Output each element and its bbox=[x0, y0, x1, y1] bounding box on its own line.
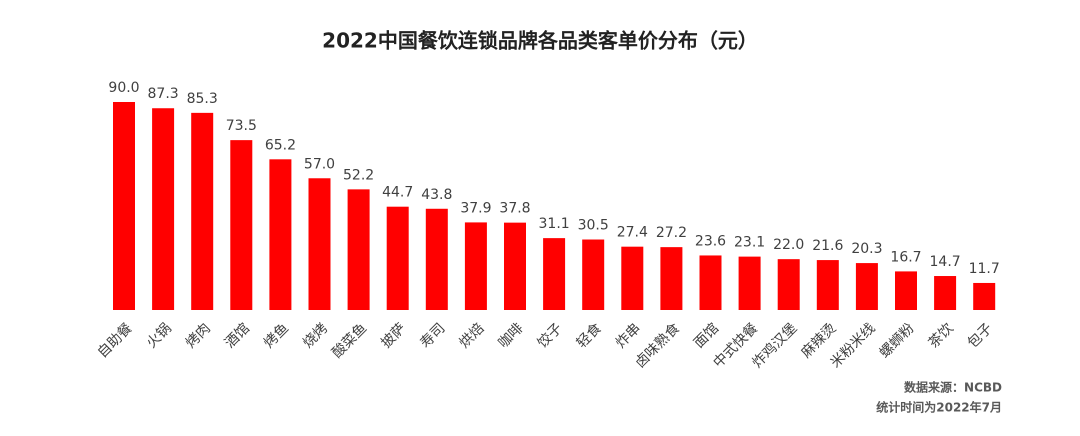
bar bbox=[308, 178, 331, 310]
value-label: 22.0 bbox=[773, 237, 804, 253]
value-label: 73.5 bbox=[226, 118, 257, 134]
bar bbox=[152, 108, 175, 311]
bar bbox=[699, 255, 722, 310]
value-label: 65.2 bbox=[265, 137, 296, 153]
value-label: 30.5 bbox=[578, 218, 609, 234]
bar bbox=[855, 263, 878, 310]
value-label: 37.8 bbox=[499, 201, 530, 217]
value-label: 14.7 bbox=[930, 254, 961, 270]
value-label: 11.7 bbox=[969, 261, 1000, 277]
source-note: 数据来源：NCBD bbox=[904, 380, 1002, 395]
value-label: 27.4 bbox=[617, 225, 648, 241]
x-tick-label: 轻食 bbox=[573, 320, 605, 352]
bar bbox=[543, 238, 566, 310]
bar bbox=[816, 260, 839, 310]
bar bbox=[660, 247, 683, 310]
x-tick-label: 咖啡 bbox=[496, 320, 527, 351]
bar bbox=[973, 282, 996, 310]
value-label: 27.2 bbox=[656, 225, 687, 241]
x-tick-label: 酒馆 bbox=[222, 320, 253, 351]
chart-title: 2022中国餐饮连锁品牌各品类客单价分布（元） bbox=[322, 29, 758, 53]
x-tick-label: 火锅 bbox=[144, 320, 175, 351]
x-tick-label: 烘焙 bbox=[456, 320, 487, 351]
value-label: 20.3 bbox=[851, 241, 882, 257]
x-tick-label: 披萨 bbox=[378, 320, 409, 351]
value-label: 21.6 bbox=[812, 238, 843, 254]
value-label: 44.7 bbox=[382, 185, 413, 201]
bar bbox=[777, 259, 800, 310]
value-label: 90.0 bbox=[108, 80, 139, 96]
bar bbox=[895, 271, 917, 310]
x-tick-label: 烧烤 bbox=[300, 320, 331, 351]
x-tick-label: 烤肉 bbox=[183, 320, 214, 351]
x-tick-label: 螺蛳粉 bbox=[877, 320, 918, 361]
x-tick-label: 烤鱼 bbox=[260, 320, 292, 352]
bar bbox=[347, 189, 370, 310]
period-note: 统计时间为2022年7月 bbox=[876, 400, 1002, 415]
value-label: 57.0 bbox=[304, 156, 335, 172]
x-tick-label: 面馆 bbox=[691, 320, 722, 351]
bar bbox=[113, 102, 135, 310]
x-tick-label: 寿司 bbox=[417, 320, 449, 352]
value-label: 87.3 bbox=[148, 86, 179, 102]
value-label: 23.6 bbox=[695, 233, 726, 249]
bar bbox=[738, 256, 761, 310]
bar bbox=[504, 222, 526, 310]
value-label: 43.8 bbox=[421, 187, 452, 203]
bar bbox=[464, 222, 487, 310]
x-tick-label: 自助餐 bbox=[95, 320, 136, 361]
bar bbox=[934, 276, 957, 310]
value-label: 37.9 bbox=[460, 200, 491, 216]
bar bbox=[269, 159, 292, 310]
x-tick-label: 饺子 bbox=[535, 320, 566, 351]
value-label: 31.1 bbox=[539, 216, 570, 232]
x-tick-label: 茶饮 bbox=[926, 320, 957, 351]
bar bbox=[191, 112, 214, 311]
bar bbox=[621, 246, 644, 310]
x-tick-label: 炸串 bbox=[613, 320, 644, 351]
value-label: 85.3 bbox=[187, 91, 218, 107]
bar bbox=[386, 206, 409, 310]
value-label: 16.7 bbox=[890, 249, 921, 265]
value-label: 23.1 bbox=[734, 235, 765, 251]
x-tick-label: 酸菜鱼 bbox=[329, 320, 371, 362]
bar bbox=[582, 239, 605, 310]
bar bbox=[425, 208, 448, 310]
value-label: 52.2 bbox=[343, 167, 374, 183]
bar bbox=[230, 140, 253, 310]
x-tick-label: 包子 bbox=[965, 320, 996, 351]
